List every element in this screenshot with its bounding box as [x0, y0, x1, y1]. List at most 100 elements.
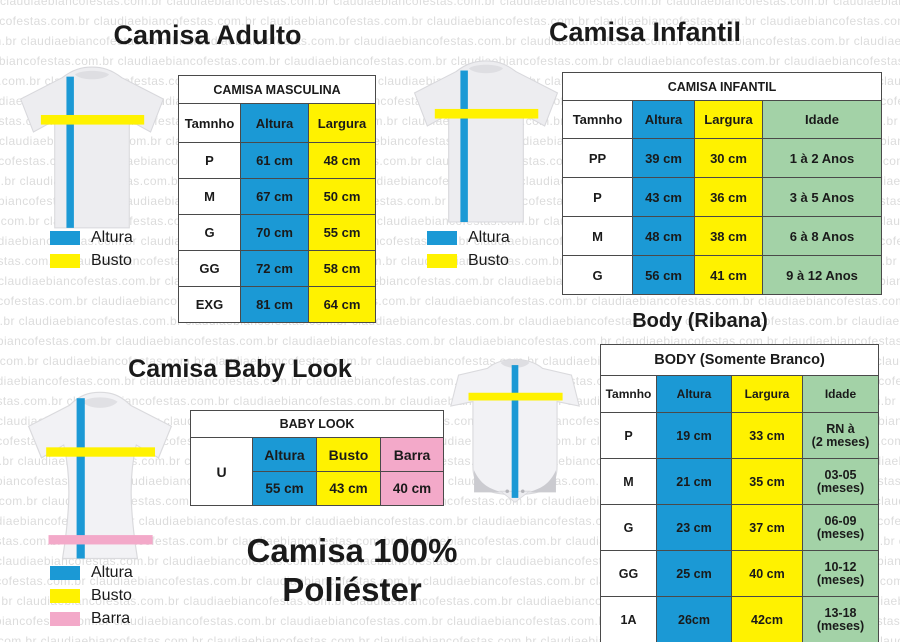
- size-cell: M: [178, 178, 241, 215]
- table-title-cell: BABY LOOK: [189, 410, 445, 438]
- idade-value-cell: 9 à 12 Anos: [762, 255, 882, 295]
- size-cell: G: [600, 504, 657, 551]
- altura-value-cell: 48 cm: [632, 216, 695, 256]
- header-cell-idade: Idade: [801, 375, 880, 413]
- material-note-line1: Camisa 100%: [246, 532, 458, 569]
- infantil-legend: Altura Busto: [427, 229, 510, 275]
- shirt-silhouette: [413, 60, 559, 223]
- table-row: EXG 81 cm 64 cm: [178, 286, 377, 323]
- material-note: Camisa 100% Poliéster: [192, 531, 512, 609]
- legend-label: Barra: [91, 610, 131, 627]
- largura-value-cell: 37 cm: [731, 504, 803, 551]
- size-cell: G: [562, 255, 633, 295]
- idade-value-cell: 06-09 (meses): [801, 504, 880, 551]
- largura-value-cell: 40 cm: [731, 550, 803, 597]
- size-cell: GG: [600, 550, 657, 597]
- header-cell-altura: Altura: [252, 437, 317, 472]
- largura-value-cell: 30 cm: [694, 138, 763, 178]
- table-title-cell: BODY (Somente Branco): [599, 344, 880, 376]
- table-row: GG 25 cm 40 cm 10-12 (meses): [600, 550, 880, 597]
- snap-dot: [520, 489, 525, 494]
- idade-line-1: 13-18: [824, 605, 857, 620]
- altura-value-cell: 67 cm: [240, 178, 309, 215]
- size-cell: M: [562, 216, 633, 256]
- largura-value-cell: 35 cm: [731, 458, 803, 505]
- largura-value-cell: 50 cm: [307, 178, 377, 215]
- header-cell-largura: Largura: [307, 103, 377, 143]
- table-row: GG 72 cm 58 cm: [178, 250, 377, 287]
- altura-value-cell: 56 cm: [632, 255, 695, 295]
- altura-measure-line: [66, 76, 74, 228]
- legend-item-busto: Busto: [50, 252, 133, 270]
- largura-value-cell: 58 cm: [307, 250, 377, 287]
- idade-line-2: (meses): [816, 618, 865, 633]
- size-cell: GG: [178, 250, 241, 287]
- barra-value-cell: 40 cm: [379, 471, 445, 506]
- idade-line-1: 10-12: [824, 559, 857, 574]
- legend-item-busto: Busto: [50, 587, 133, 605]
- onesie-left-leg-opening: [474, 470, 503, 493]
- largura-value-cell: 36 cm: [694, 177, 763, 217]
- idade-line-1: 03-05: [824, 467, 857, 482]
- material-note-line2: Poliéster: [282, 571, 422, 608]
- size-cell: P: [562, 177, 633, 217]
- size-cell: 1A: [600, 596, 657, 642]
- table-row: P 61 cm 48 cm: [178, 142, 377, 179]
- header-cell-tamnho: Tamnho: [562, 100, 633, 139]
- table-row: 1A 26cm 42cm 13-18 (meses): [600, 596, 880, 642]
- busto-measure-line: [468, 392, 563, 401]
- idade-line-2: (2 meses): [811, 434, 870, 449]
- barra-color-swatch: [50, 612, 80, 626]
- largura-value-cell: 64 cm: [307, 286, 377, 323]
- table-row: P 19 cm 33 cm RN à (2 meses): [600, 412, 880, 459]
- header-cell-tamnho: Tamnho: [178, 103, 241, 143]
- idade-line-1: 06-09: [824, 513, 857, 528]
- altura-value-cell: 72 cm: [240, 250, 309, 287]
- infantil-shirt-image: [413, 60, 559, 223]
- size-cell: G: [178, 214, 241, 251]
- shirt-silhouette: [27, 391, 173, 560]
- altura-value-cell: 55 cm: [252, 471, 317, 506]
- idade-value-cell: 6 à 8 Anos: [762, 216, 882, 256]
- table-title-cell: CAMISA INFANTIL: [562, 72, 882, 101]
- table-row: G 56 cm 41 cm 9 à 12 Anos: [562, 255, 882, 295]
- busto-value-cell: 43 cm: [316, 471, 381, 506]
- header-cell-barra: Barra: [379, 437, 445, 472]
- busto-measure-line: [40, 114, 145, 125]
- table-row: G 70 cm 55 cm: [178, 214, 377, 251]
- legend-label: Altura: [468, 229, 510, 246]
- idade-value-cell: 10-12 (meses): [801, 550, 880, 597]
- altura-value-cell: 70 cm: [240, 214, 309, 251]
- babylook-section-title: Camisa Baby Look: [128, 355, 352, 383]
- size-cell: EXG: [178, 286, 241, 323]
- header-cell-largura: Largura: [731, 375, 803, 413]
- shirt-collar: [74, 70, 110, 80]
- idade-value-cell: 3 à 5 Anos: [762, 177, 882, 217]
- body-size-table: BODY (Somente Branco) Tamnho Altura Larg…: [599, 344, 880, 642]
- infantil-size-table: CAMISA INFANTIL Tamnho Altura Largura Id…: [562, 72, 882, 295]
- largura-value-cell: 55 cm: [307, 214, 377, 251]
- table-row: M 67 cm 50 cm: [178, 178, 377, 215]
- idade-line-2: (meses): [816, 526, 865, 541]
- altura-value-cell: 19 cm: [656, 412, 732, 459]
- shirt-collar: [468, 64, 504, 74]
- altura-measure-line: [76, 398, 85, 559]
- shirt-silhouette: [19, 66, 165, 229]
- idade-value-cell: 1 à 2 Anos: [762, 138, 882, 178]
- table-title-cell: CAMISA MASCULINA: [177, 75, 377, 104]
- altura-value-cell: 21 cm: [656, 458, 732, 505]
- adult-legend: Altura Busto: [50, 229, 133, 275]
- largura-value-cell: 42cm: [731, 596, 803, 642]
- table-row: 55 cm 43 cm 40 cm: [191, 471, 445, 506]
- size-cell: U: [190, 437, 253, 506]
- altura-value-cell: 61 cm: [240, 142, 309, 179]
- shirt-collar: [82, 397, 118, 408]
- infantil-section-title: Camisa Infantil: [548, 17, 742, 47]
- table-row: P 43 cm 36 cm 3 à 5 Anos: [562, 177, 882, 217]
- table-row: M 48 cm 38 cm 6 à 8 Anos: [562, 216, 882, 256]
- header-cell-idade: Idade: [762, 100, 882, 139]
- idade-value-cell: 03-05 (meses): [801, 458, 880, 505]
- idade-line-1: RN à: [826, 421, 855, 436]
- idade-line-2: (meses): [816, 572, 865, 587]
- legend-label: Busto: [91, 252, 132, 269]
